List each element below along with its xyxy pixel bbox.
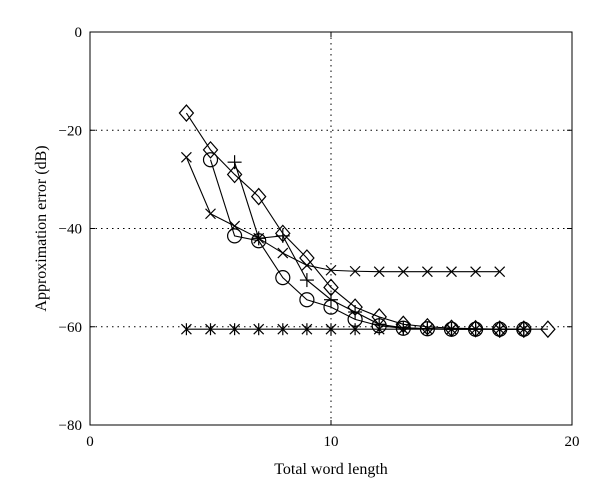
data-point-circle	[275, 270, 291, 286]
x-axis-label: Total word length	[274, 461, 388, 478]
data-point-x	[397, 266, 409, 278]
data-point-diamond	[419, 317, 436, 336]
data-point-diamond	[226, 165, 243, 184]
data-point-diamond	[178, 104, 195, 122]
data-point-diamond	[275, 224, 291, 243]
x-tick-label: 10	[324, 434, 339, 450]
data-point-x	[470, 266, 482, 278]
data-point-circle	[202, 152, 219, 168]
axis-ticks: 0−20−40−60−800 10 20	[59, 25, 580, 450]
data-point-plus	[444, 322, 459, 337]
data-point-diamond	[467, 319, 484, 338]
x-tick-label: 20	[565, 434, 580, 450]
data-point-diamond	[323, 278, 339, 297]
grid-lines	[90, 32, 572, 425]
y-tick-label: −60	[59, 320, 82, 336]
y-tick-label: −20	[59, 123, 82, 139]
x-tick-label: 0	[86, 434, 94, 450]
series-line	[185, 157, 500, 273]
data-point-star	[301, 323, 313, 336]
data-point-x	[494, 266, 506, 278]
data-point-x	[373, 266, 385, 278]
series-x	[180, 151, 506, 278]
data-point-star	[253, 323, 265, 336]
y-tick-label: 0	[75, 25, 83, 41]
data-point-plus	[251, 231, 266, 246]
data-point-x	[446, 266, 457, 278]
data-point-circle	[299, 292, 315, 308]
y-tick-label: −40	[59, 222, 82, 238]
data-point-diamond	[371, 308, 387, 326]
data-point-circle	[227, 228, 243, 244]
series-line	[234, 162, 524, 330]
y-axis-label: Approximation error (dB)	[33, 145, 50, 311]
data-point-x	[325, 264, 337, 276]
data-point-x	[421, 266, 433, 278]
data-point-star	[277, 323, 289, 336]
data-point-diamond	[250, 187, 267, 206]
series-line	[209, 159, 524, 330]
data-point-diamond	[443, 319, 460, 338]
data-point-x	[205, 208, 216, 220]
data-point-diamond	[395, 315, 412, 334]
data-point-diamond	[347, 298, 363, 317]
data-point-diamond	[540, 320, 556, 339]
data-point-star	[180, 323, 192, 336]
data-point-star	[325, 323, 337, 336]
series-group	[178, 104, 556, 339]
data-point-diamond	[299, 249, 315, 267]
data-point-plus	[299, 273, 314, 288]
series-line	[185, 112, 548, 330]
data-point-x	[349, 265, 361, 277]
data-point-diamond	[516, 320, 532, 339]
data-point-diamond	[202, 140, 219, 159]
data-point-x	[180, 151, 192, 163]
data-point-diamond	[491, 320, 508, 339]
series-circle	[202, 152, 532, 337]
y-tick-label: −80	[59, 418, 82, 434]
series-diamond	[178, 104, 556, 339]
data-point-star	[229, 323, 241, 336]
data-point-star	[205, 323, 216, 336]
data-point-x	[277, 247, 289, 259]
